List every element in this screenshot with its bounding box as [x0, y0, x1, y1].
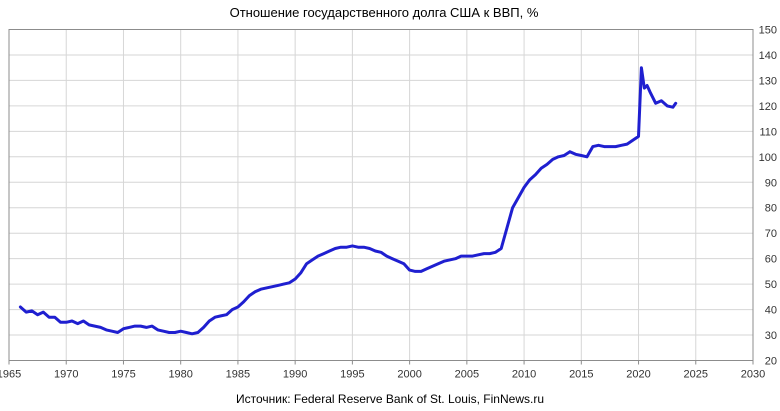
- x-tick-label: 1965: [0, 369, 21, 381]
- series-line: [18, 66, 678, 336]
- x-tick-label: 1975: [111, 369, 135, 381]
- y-tick-label: 110: [759, 126, 777, 138]
- x-tick-label: 1985: [226, 369, 250, 381]
- chart-title: Отношение государственного долга США к В…: [230, 5, 539, 20]
- y-tick-label: 100: [759, 152, 777, 164]
- y-tick-label: 70: [765, 228, 777, 240]
- y-tick-labels: 20 30 40 50 60 70 80 90 100 110 120 130 140 150: [759, 25, 777, 368]
- y-tick-label: 140: [759, 50, 777, 62]
- y-tick-label: 30: [765, 330, 777, 342]
- x-tick-label: 2015: [569, 369, 593, 381]
- y-tick-label: 150: [759, 25, 777, 37]
- x-tick-label: 2010: [512, 369, 536, 381]
- y-tick-label: 130: [759, 75, 777, 87]
- x-tick-label: 2005: [455, 369, 479, 381]
- x-tick-label: 1995: [340, 369, 364, 381]
- x-tick-label: 1990: [283, 369, 307, 381]
- x-tick-label: 1980: [168, 369, 192, 381]
- x-tick-labels: 1965 1970 1975 1980 1985 1990 1995 2000 2005 2010…: [0, 360, 765, 381]
- y-tick-label: 90: [765, 177, 777, 189]
- source-note: Источник: Federal Reserve Bank of St. Lo…: [236, 392, 544, 406]
- y-tick-label: 120: [759, 101, 777, 113]
- y-tick-label: 60: [765, 254, 777, 266]
- plot-frame: [8, 29, 754, 361]
- y-tick-label: 80: [765, 203, 777, 215]
- y-tick-label: 50: [765, 279, 777, 291]
- series-group: [18, 66, 678, 336]
- x-tick-label: 2025: [684, 369, 708, 381]
- y-tick-label: 40: [765, 305, 777, 317]
- x-tick-label: 2020: [626, 369, 650, 381]
- y-tick-label: 20: [765, 356, 777, 368]
- x-tick-label: 1970: [54, 369, 78, 381]
- x-tick-label: 2000: [397, 369, 421, 381]
- x-tick-label: 2030: [741, 369, 765, 381]
